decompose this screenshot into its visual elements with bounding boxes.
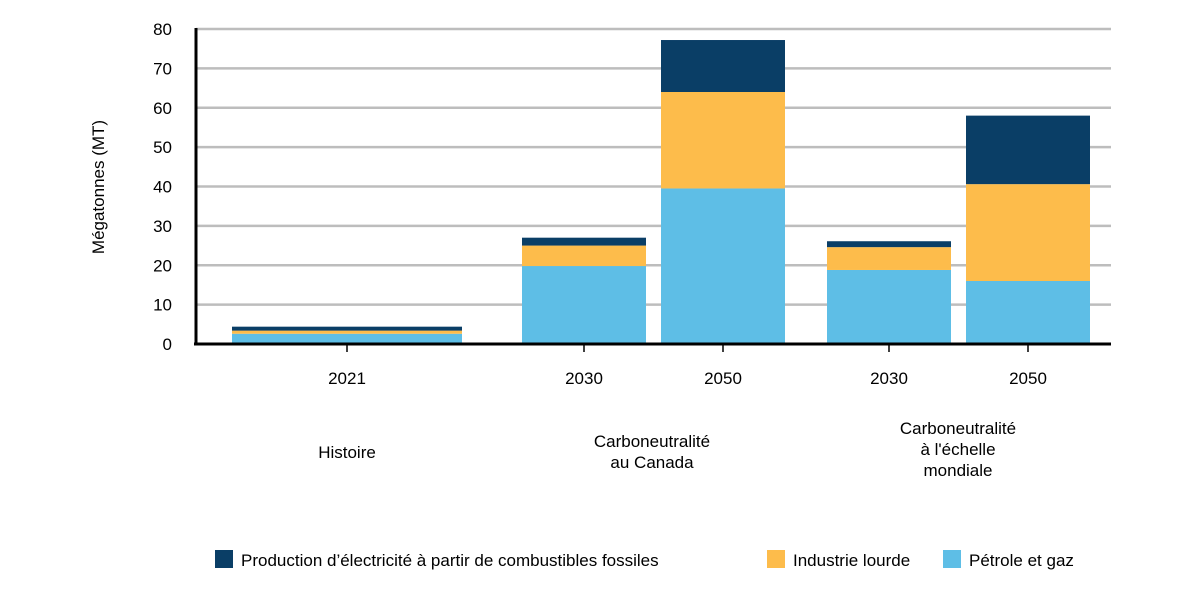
legend-label: Pétrole et gaz	[969, 551, 1074, 570]
group-label: à l'échelle	[920, 440, 995, 459]
bar-segment	[966, 115, 1090, 185]
x-tick-label: 2050	[704, 369, 742, 388]
bars	[232, 40, 1090, 344]
legend-swatch	[943, 550, 961, 568]
bar-segment	[966, 184, 1090, 281]
legend-swatch	[215, 550, 233, 568]
bar-segment	[966, 281, 1090, 344]
bar-segment	[522, 237, 646, 246]
x-tick-label: 2021	[328, 369, 366, 388]
bar-segment	[827, 241, 951, 248]
x-tick-label: 2050	[1009, 369, 1047, 388]
x-tick-label: 2030	[870, 369, 908, 388]
bar-segment	[232, 326, 462, 331]
group-label: au Canada	[610, 453, 694, 472]
gridlines	[196, 27, 1111, 306]
bar-segment	[661, 188, 785, 344]
y-tick-label: 20	[153, 256, 172, 275]
bar-segment	[232, 330, 462, 334]
y-tick-label: 0	[163, 335, 172, 354]
legend-label: Production d’électricité à partir de com…	[241, 551, 659, 570]
bar-segment	[661, 40, 785, 92]
bar-segment	[827, 247, 951, 270]
y-tick-label: 30	[153, 217, 172, 236]
legend-label: Industrie lourde	[793, 551, 910, 570]
bar-segment	[661, 92, 785, 189]
y-tick-label: 10	[153, 296, 172, 315]
group-label: Carboneutralité	[594, 432, 710, 451]
y-axis-label: Mégatonnes (MT)	[89, 120, 108, 254]
bar-segment	[522, 266, 646, 344]
legend-swatch	[767, 550, 785, 568]
y-tick-label: 50	[153, 138, 172, 157]
y-tick-label: 60	[153, 99, 172, 118]
group-labels: Histoire Carboneutralité au Canada Carboneu…	[318, 419, 1016, 480]
bar-segment	[232, 333, 462, 344]
legend: Production d’électricité à partir de com…	[215, 550, 1074, 570]
group-label: Histoire	[318, 443, 376, 462]
bar-segment	[522, 245, 646, 267]
y-tick-label: 40	[153, 178, 172, 197]
x-tick-label: 2030	[565, 369, 603, 388]
x-tick-labels: 2021 2030 2050 2030 2050	[328, 344, 1047, 388]
bar-segment	[827, 269, 951, 344]
group-label: mondiale	[924, 461, 993, 480]
y-tick-label: 70	[153, 59, 172, 78]
y-tick-labels: 0 10 20 30 40 50 60 70 80	[153, 20, 172, 354]
y-tick-label: 80	[153, 20, 172, 39]
group-label: Carboneutralité	[900, 419, 1016, 438]
